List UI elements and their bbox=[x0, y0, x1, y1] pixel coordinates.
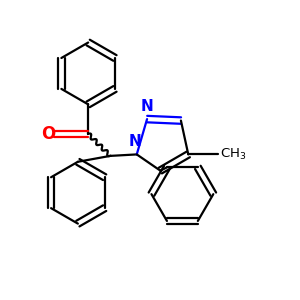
Text: N: N bbox=[141, 99, 153, 114]
Text: O: O bbox=[41, 125, 55, 143]
Text: N: N bbox=[129, 134, 142, 149]
Text: CH$_3$: CH$_3$ bbox=[220, 147, 247, 162]
